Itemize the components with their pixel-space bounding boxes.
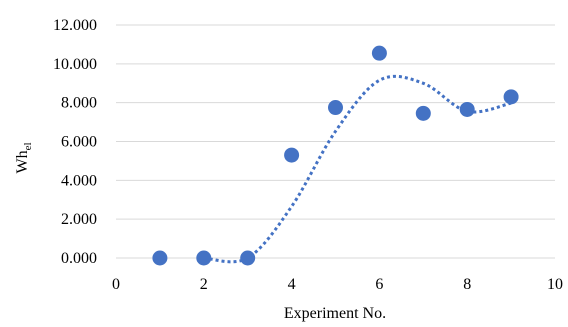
- data-point: [328, 100, 343, 116]
- y-axis-title: Whel: [14, 142, 34, 173]
- data-point: [152, 250, 168, 266]
- y-tick-label: 0.000: [61, 250, 97, 267]
- x-tick-label: 0: [112, 276, 120, 293]
- data-point: [196, 250, 212, 266]
- y-tick-label: 10.000: [53, 56, 97, 73]
- y-tick-label: 4.000: [61, 172, 97, 189]
- y-axis-title-main: Wh: [14, 150, 31, 173]
- data-points: [152, 45, 519, 266]
- x-axis-title: Experiment No.: [284, 305, 386, 322]
- y-tick-label: 12.000: [53, 17, 97, 34]
- data-point: [240, 250, 256, 266]
- x-tick-label: 10: [547, 276, 563, 293]
- x-tick-label: 2: [200, 276, 208, 293]
- gridlines: [116, 24, 555, 259]
- y-tick-label: 2.000: [61, 211, 97, 228]
- data-point: [415, 105, 431, 121]
- data-point: [371, 45, 387, 61]
- x-tick-label: 6: [375, 276, 383, 293]
- data-point: [503, 89, 519, 105]
- x-tick-label: 4: [288, 276, 296, 293]
- y-tick-label: 8.000: [61, 95, 97, 112]
- data-point: [459, 101, 475, 117]
- y-tick-label: 6.000: [61, 134, 97, 151]
- y-axis-title-sub: el: [22, 142, 34, 150]
- y-tick-labels: 0.000 2.000 4.000 6.000 8.000 10.000 12.000: [53, 17, 97, 267]
- data-point: [284, 147, 300, 163]
- x-tick-labels: 0 2 4 6 8 10: [112, 276, 563, 293]
- x-tick-label: 8: [463, 276, 471, 293]
